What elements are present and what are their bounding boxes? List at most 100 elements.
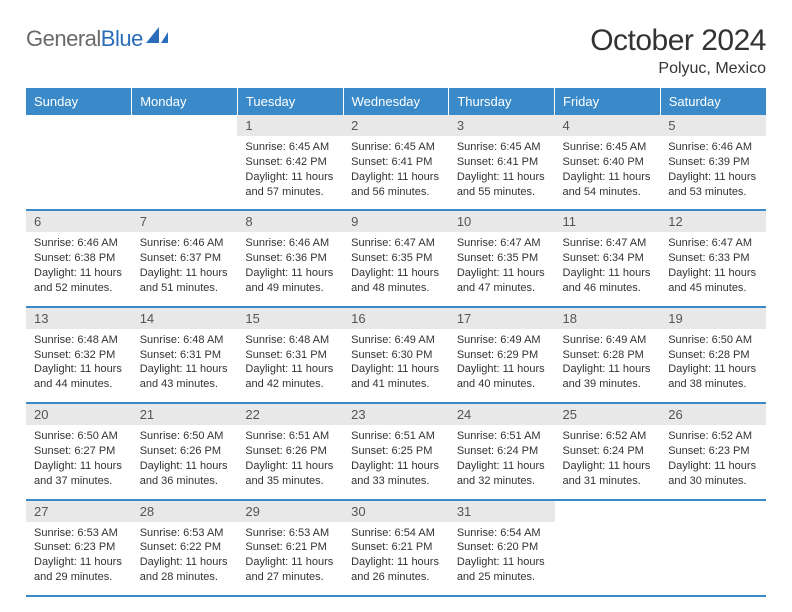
sunrise-text: Sunrise: 6:46 AM (140, 236, 230, 251)
daylight-text: Daylight: 11 hours and 56 minutes. (351, 170, 441, 200)
logo: GeneralBlue (26, 26, 172, 52)
day-details: Sunrise: 6:52 AMSunset: 6:24 PMDaylight:… (555, 425, 661, 498)
title-block: October 2024 Polyuc, Mexico (590, 24, 766, 78)
daylight-text: Daylight: 11 hours and 36 minutes. (140, 459, 230, 489)
sunrise-text: Sunrise: 6:54 AM (457, 526, 547, 541)
weekday-header: Saturday (660, 88, 766, 115)
daylight-text: Daylight: 11 hours and 53 minutes. (668, 170, 758, 200)
day-number: 6 (26, 211, 132, 232)
calendar-day: 28Sunrise: 6:53 AMSunset: 6:22 PMDayligh… (132, 500, 238, 596)
daylight-text: Daylight: 11 hours and 43 minutes. (140, 362, 230, 392)
weekday-header: Friday (555, 88, 661, 115)
day-number: 30 (343, 501, 449, 522)
sunrise-text: Sunrise: 6:45 AM (563, 140, 653, 155)
logo-sail-icon (146, 25, 172, 50)
day-number: 16 (343, 308, 449, 329)
sunrise-text: Sunrise: 6:47 AM (457, 236, 547, 251)
page-title: October 2024 (590, 24, 766, 58)
day-number: 13 (26, 308, 132, 329)
sunrise-text: Sunrise: 6:45 AM (351, 140, 441, 155)
day-details: Sunrise: 6:48 AMSunset: 6:32 PMDaylight:… (26, 329, 132, 402)
sunset-text: Sunset: 6:41 PM (457, 155, 547, 170)
sunrise-text: Sunrise: 6:48 AM (140, 333, 230, 348)
sunset-text: Sunset: 6:33 PM (668, 251, 758, 266)
sunrise-text: Sunrise: 6:47 AM (563, 236, 653, 251)
sunrise-text: Sunrise: 6:54 AM (351, 526, 441, 541)
sunset-text: Sunset: 6:26 PM (245, 444, 335, 459)
sunset-text: Sunset: 6:36 PM (245, 251, 335, 266)
calendar-day: 12Sunrise: 6:47 AMSunset: 6:33 PMDayligh… (660, 210, 766, 306)
sunrise-text: Sunrise: 6:53 AM (245, 526, 335, 541)
day-details: Sunrise: 6:48 AMSunset: 6:31 PMDaylight:… (237, 329, 343, 402)
day-details: Sunrise: 6:52 AMSunset: 6:23 PMDaylight:… (660, 425, 766, 498)
calendar-day: 14Sunrise: 6:48 AMSunset: 6:31 PMDayligh… (132, 307, 238, 403)
sunset-text: Sunset: 6:26 PM (140, 444, 230, 459)
day-details: Sunrise: 6:51 AMSunset: 6:25 PMDaylight:… (343, 425, 449, 498)
daylight-text: Daylight: 11 hours and 27 minutes. (245, 555, 335, 585)
day-details: Sunrise: 6:47 AMSunset: 6:33 PMDaylight:… (660, 232, 766, 305)
sunrise-text: Sunrise: 6:51 AM (351, 429, 441, 444)
day-number: 17 (449, 308, 555, 329)
day-details: Sunrise: 6:53 AMSunset: 6:22 PMDaylight:… (132, 522, 238, 595)
calendar-day-empty (555, 500, 661, 596)
day-details: Sunrise: 6:54 AMSunset: 6:21 PMDaylight:… (343, 522, 449, 595)
weekday-header: Sunday (26, 88, 132, 115)
sunset-text: Sunset: 6:41 PM (351, 155, 441, 170)
sunrise-text: Sunrise: 6:49 AM (351, 333, 441, 348)
day-details: Sunrise: 6:46 AMSunset: 6:39 PMDaylight:… (660, 136, 766, 209)
daylight-text: Daylight: 11 hours and 48 minutes. (351, 266, 441, 296)
day-details: Sunrise: 6:50 AMSunset: 6:28 PMDaylight:… (660, 329, 766, 402)
sunset-text: Sunset: 6:31 PM (245, 348, 335, 363)
calendar-day: 2Sunrise: 6:45 AMSunset: 6:41 PMDaylight… (343, 115, 449, 210)
sunset-text: Sunset: 6:21 PM (351, 540, 441, 555)
day-number: 11 (555, 211, 661, 232)
calendar-day-empty (660, 500, 766, 596)
day-details: Sunrise: 6:48 AMSunset: 6:31 PMDaylight:… (132, 329, 238, 402)
day-number: 23 (343, 404, 449, 425)
calendar-week: 1Sunrise: 6:45 AMSunset: 6:42 PMDaylight… (26, 115, 766, 210)
sunset-text: Sunset: 6:30 PM (351, 348, 441, 363)
sunset-text: Sunset: 6:28 PM (563, 348, 653, 363)
calendar-week: 13Sunrise: 6:48 AMSunset: 6:32 PMDayligh… (26, 307, 766, 403)
calendar-day: 20Sunrise: 6:50 AMSunset: 6:27 PMDayligh… (26, 403, 132, 499)
day-details: Sunrise: 6:45 AMSunset: 6:41 PMDaylight:… (343, 136, 449, 209)
logo-word1: General (26, 26, 101, 51)
day-details: Sunrise: 6:45 AMSunset: 6:40 PMDaylight:… (555, 136, 661, 209)
day-number: 9 (343, 211, 449, 232)
day-details: Sunrise: 6:50 AMSunset: 6:27 PMDaylight:… (26, 425, 132, 498)
day-details: Sunrise: 6:47 AMSunset: 6:35 PMDaylight:… (343, 232, 449, 305)
calendar-day: 6Sunrise: 6:46 AMSunset: 6:38 PMDaylight… (26, 210, 132, 306)
daylight-text: Daylight: 11 hours and 37 minutes. (34, 459, 124, 489)
day-number: 28 (132, 501, 238, 522)
daylight-text: Daylight: 11 hours and 49 minutes. (245, 266, 335, 296)
day-number: 7 (132, 211, 238, 232)
day-number: 24 (449, 404, 555, 425)
daylight-text: Daylight: 11 hours and 51 minutes. (140, 266, 230, 296)
calendar-day: 1Sunrise: 6:45 AMSunset: 6:42 PMDaylight… (237, 115, 343, 210)
sunset-text: Sunset: 6:24 PM (457, 444, 547, 459)
calendar-day: 29Sunrise: 6:53 AMSunset: 6:21 PMDayligh… (237, 500, 343, 596)
daylight-text: Daylight: 11 hours and 38 minutes. (668, 362, 758, 392)
location-label: Polyuc, Mexico (590, 60, 766, 78)
sunset-text: Sunset: 6:31 PM (140, 348, 230, 363)
day-number: 19 (660, 308, 766, 329)
sunset-text: Sunset: 6:23 PM (668, 444, 758, 459)
calendar-day: 21Sunrise: 6:50 AMSunset: 6:26 PMDayligh… (132, 403, 238, 499)
sunset-text: Sunset: 6:40 PM (563, 155, 653, 170)
header: GeneralBlue October 2024 Polyuc, Mexico (26, 24, 766, 78)
sunset-text: Sunset: 6:29 PM (457, 348, 547, 363)
sunset-text: Sunset: 6:35 PM (351, 251, 441, 266)
calendar-day: 16Sunrise: 6:49 AMSunset: 6:30 PMDayligh… (343, 307, 449, 403)
sunset-text: Sunset: 6:37 PM (140, 251, 230, 266)
day-number: 31 (449, 501, 555, 522)
calendar-day: 25Sunrise: 6:52 AMSunset: 6:24 PMDayligh… (555, 403, 661, 499)
sunrise-text: Sunrise: 6:47 AM (351, 236, 441, 251)
calendar-day-empty (132, 115, 238, 210)
day-details: Sunrise: 6:49 AMSunset: 6:30 PMDaylight:… (343, 329, 449, 402)
sunrise-text: Sunrise: 6:45 AM (457, 140, 547, 155)
sunrise-text: Sunrise: 6:51 AM (245, 429, 335, 444)
sunrise-text: Sunrise: 6:46 AM (668, 140, 758, 155)
calendar-day: 8Sunrise: 6:46 AMSunset: 6:36 PMDaylight… (237, 210, 343, 306)
sunset-text: Sunset: 6:25 PM (351, 444, 441, 459)
calendar-day-empty (26, 115, 132, 210)
